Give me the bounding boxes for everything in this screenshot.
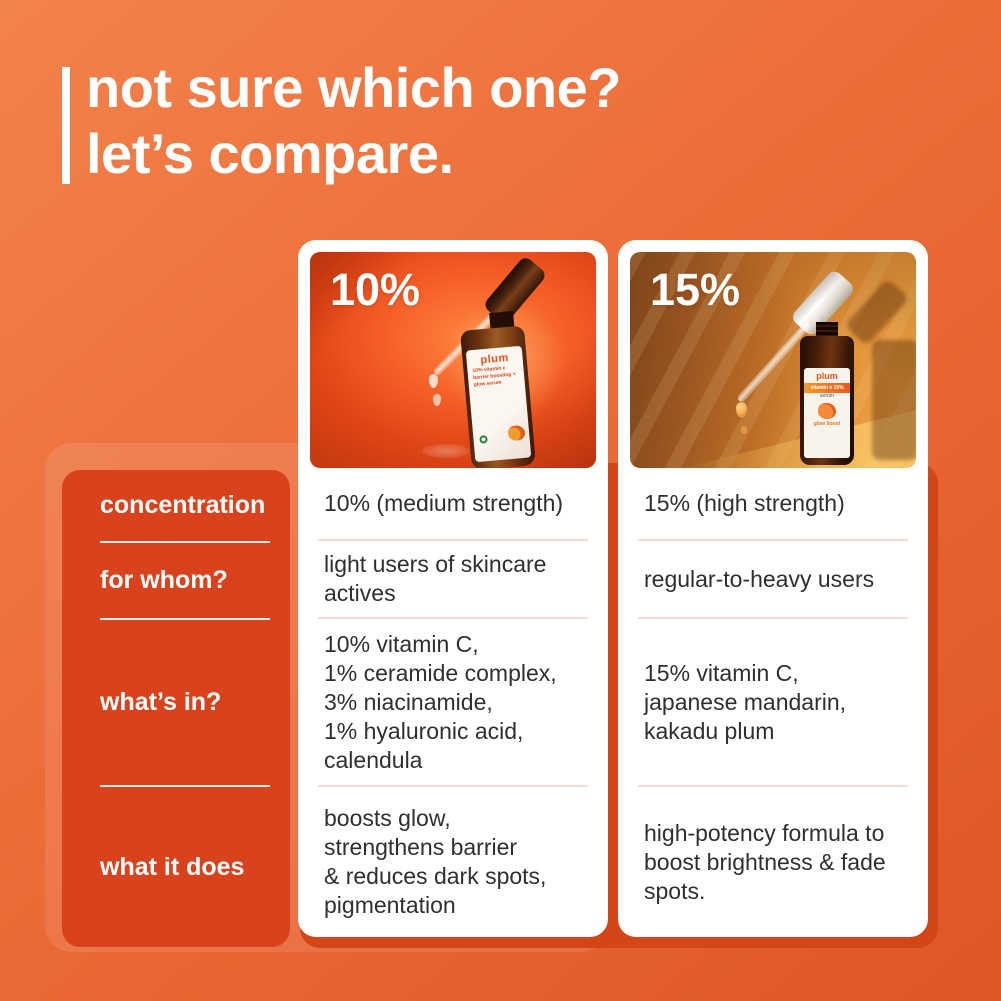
value-whats-in-1: 10% vitamin C, 1% ceramide complex, 3% n… (324, 630, 557, 773)
title-accent-bar (62, 67, 70, 184)
serum-drop-art (433, 394, 441, 406)
bottle-label-line: glow boost (804, 421, 850, 428)
serum-puddle-art (422, 444, 470, 458)
brand-logo: plum (804, 371, 850, 381)
panel-divider (100, 541, 270, 543)
bottle-label-line: serum (804, 393, 850, 400)
card-divider (638, 617, 908, 619)
photo-vignette (310, 252, 596, 468)
value-for-whom-1: light users of skincare actives (324, 551, 547, 606)
value-for-whom-2: regular-to-heavy users (644, 565, 875, 592)
serum-drop-art (736, 402, 747, 418)
product-bottle-art: plum vitamin c 15% serum glow boost (800, 336, 854, 465)
value-what-it-does-2: high-potency formula to boost brightness… (644, 819, 886, 904)
concentration-badge-15: 15% (650, 264, 741, 315)
photo-vignette (630, 252, 916, 468)
fruit-illustration (818, 403, 836, 419)
value-whats-in-2: 15% vitamin C, japanese mandarin, kakadu… (644, 659, 847, 744)
card-divider (638, 785, 908, 787)
serum-drop-art (429, 374, 438, 388)
product-1-values: 10% (medium strength) light users of ski… (298, 468, 608, 937)
page-title: not sure which one? let’s compare. (86, 55, 621, 187)
card-divider (318, 617, 588, 619)
card-divider (318, 539, 588, 541)
product-card-15-percent: plum vitamin c 15% serum glow boost 15% … (618, 240, 928, 937)
card-divider (318, 785, 588, 787)
product-card-10-percent: plum 10% vitamin c barrier boosting + gl… (298, 240, 608, 937)
bottle-label-line: vitamin c 15% (804, 383, 850, 393)
row-label-concentration: concentration (100, 491, 266, 519)
page-title-line2: let’s compare. (86, 122, 454, 185)
bottle-neck-art (816, 322, 838, 340)
concentration-badge-10: 10% (330, 264, 421, 315)
row-label-panel: concentration for whom? what’s in? what … (62, 470, 290, 947)
value-what-it-does-1: boosts glow, strengthens barrier & reduc… (324, 805, 547, 918)
row-label-whats-in: what’s in? (100, 688, 222, 716)
cast-shadow (872, 340, 916, 460)
row-label-for-whom: for whom? (100, 566, 228, 594)
card-divider (638, 539, 908, 541)
value-concentration-2: 15% (high strength) (644, 490, 845, 516)
panel-divider (100, 618, 270, 620)
serum-drop-art (741, 426, 747, 434)
panel-divider (100, 785, 270, 787)
product-2-values: 15% (high strength) regular-to-heavy use… (618, 468, 928, 937)
product-photo-10-percent: plum 10% vitamin c barrier boosting + gl… (310, 252, 596, 468)
product-photo-15-percent: plum vitamin c 15% serum glow boost 15% (630, 252, 916, 468)
value-concentration-1: 10% (medium strength) (324, 490, 564, 516)
row-label-what-it-does: what it does (100, 852, 245, 881)
page-title-line1: not sure which one? (86, 56, 621, 119)
bottle-label: plum vitamin c 15% serum glow boost (804, 368, 850, 458)
